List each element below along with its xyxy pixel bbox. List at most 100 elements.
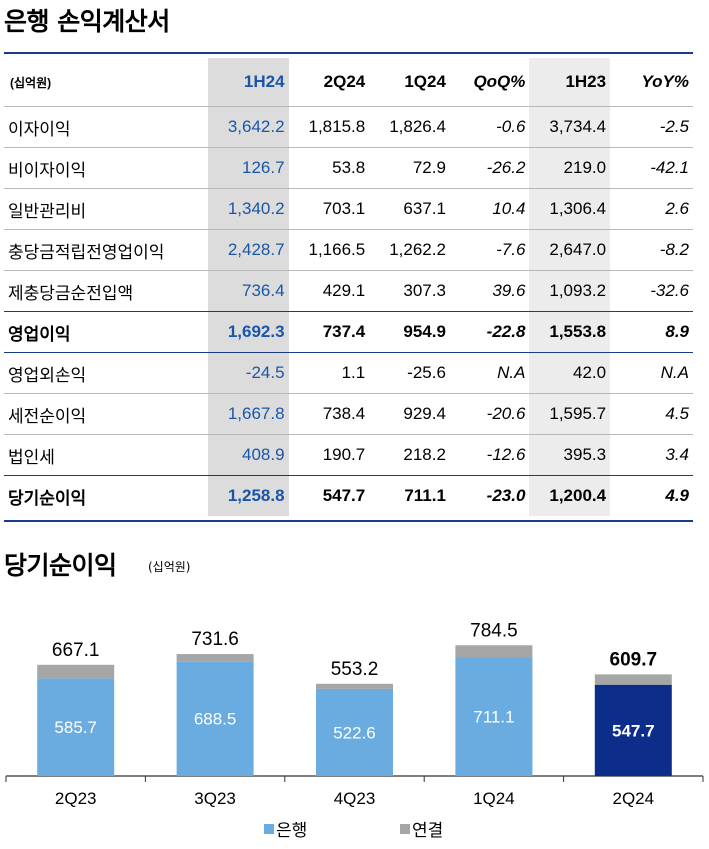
table-row: 세전순이익 1,667.8 738.4 929.4 -20.6 1,595.7 4.5 [4, 393, 693, 435]
cell-1h24: 3,642.2 [207, 106, 289, 148]
bank-value-label: 688.5 [194, 710, 237, 729]
cell-1h24: 1,692.3 [207, 311, 289, 353]
bank-value-label: 547.7 [612, 721, 655, 740]
cell-2q24: 547.7 [322, 486, 366, 505]
cell-qoq-pct: -22.8 [486, 322, 526, 341]
cell-1h23: 219.0 [529, 147, 611, 189]
cell-1h23: 3,734.4 [529, 106, 611, 148]
cell-1q24: 1,826.4 [389, 117, 446, 136]
row-label: 세전순이익 [8, 406, 87, 427]
cell-1q24: 637.1 [403, 199, 446, 218]
legend-swatch-consolidated [400, 823, 410, 834]
cell-1h24: 1,340.2 [207, 188, 289, 230]
row-label: 영업이익 [8, 324, 71, 345]
cell-yoy-pct: 3.4 [665, 445, 689, 464]
cell-yoy-pct: N.A [660, 363, 689, 382]
bar-consolidated-3Q23 [176, 654, 254, 662]
row-label: 충당금적립전영업이익 [8, 242, 165, 263]
cell-qoq-pct: -26.2 [486, 158, 526, 177]
cell-qoq-pct: -0.6 [496, 117, 526, 136]
col-header-qoq: QoQ% [473, 72, 526, 91]
cell-yoy-pct: 4.9 [665, 486, 689, 505]
cell-qoq-pct: -20.6 [486, 404, 526, 423]
legend-item-bank: 은행 [264, 816, 307, 841]
chart-section-title: 당기순이익 [4, 551, 117, 580]
bar-bank-3Q23 [176, 661, 254, 776]
bar-consolidated-2Q23 [37, 664, 115, 679]
x-tick-label: 2Q24 [613, 789, 655, 808]
cell-2q24: 190.7 [322, 445, 366, 464]
cell-yoy-pct: 4.5 [665, 404, 689, 423]
x-tick-label: 1Q24 [473, 789, 515, 808]
income-statement-table: (십억원) 1H24 2Q24 1Q24 QoQ% 1H23 YoY% 이자이익… [4, 58, 693, 516]
total-value-label: 553.2 [331, 659, 379, 680]
cell-2q24: 1,166.5 [308, 240, 366, 259]
table-bottom-rule [4, 520, 693, 522]
table-header-row: (십억원) 1H24 2Q24 1Q24 QoQ% 1H23 YoY% [4, 58, 693, 107]
legend-item-consolidated: 연결 [400, 816, 443, 841]
table-body: 이자이익 3,642.2 1,815.8 1,826.4 -0.6 3,734.4 -2.5… [4, 106, 693, 516]
cell-1h23: 395.3 [529, 434, 611, 476]
table-row: 당기순이익 1,258.8 547.7 711.1 -23.0 1,200.4 4.9 [4, 475, 693, 516]
row-label: 이자이익 [8, 119, 71, 140]
bank-value-label: 585.7 [54, 718, 97, 737]
cell-2q24: 1.1 [341, 363, 366, 382]
bar-consolidated-4Q23 [316, 683, 393, 689]
legend-label-consolidated: 연결 [412, 821, 444, 841]
legend-swatch-bank [264, 823, 274, 834]
cell-1q24: 218.2 [403, 445, 446, 464]
cell-qoq-pct: N.A [497, 363, 526, 382]
table-row: 법인세 408.9 190.7 218.2 -12.6 395.3 3.4 [4, 434, 693, 476]
table-row: 일반관리비 1,340.2 703.1 637.1 10.4 1,306.4 2.6 [4, 188, 693, 230]
cell-2q24: 738.4 [322, 404, 366, 423]
col-header-yoy: YoY% [641, 72, 689, 91]
col-header-2q24: 2Q24 [323, 72, 366, 91]
table-row: 비이자이익 126.7 53.8 72.9 -26.2 219.0 -42.1 [4, 147, 693, 189]
cell-1h23: 2,647.0 [529, 229, 611, 271]
row-label: 당기순이익 [8, 488, 87, 509]
cell-1h23: 42.0 [529, 352, 611, 394]
cell-1h24: 1,667.8 [207, 393, 289, 435]
total-value-label: 784.5 [470, 620, 518, 641]
bar-bank-4Q23 [316, 688, 393, 776]
bank-value-label: 711.1 [473, 708, 514, 727]
cell-1q24: 1,262.2 [389, 240, 446, 259]
chart-unit-label: (십억원) [148, 560, 191, 574]
col-header-1h23: 1H23 [529, 58, 611, 107]
row-label: 일반관리비 [8, 201, 87, 222]
x-tick-label: 2Q23 [55, 789, 97, 808]
row-label: 제충당금순전입액 [8, 283, 134, 304]
cell-1q24: 711.1 [404, 486, 446, 505]
unit-label: (십억원) [10, 75, 52, 90]
cell-1h23: 1,306.4 [529, 188, 611, 230]
x-tick-label: 4Q23 [334, 789, 376, 808]
cell-1h23: 1,553.8 [529, 311, 611, 353]
total-value-label: 667.1 [52, 640, 100, 661]
cell-1q24: -25.6 [407, 363, 446, 382]
cell-2q24: 1,815.8 [308, 117, 366, 136]
cell-1h24: 736.4 [207, 270, 289, 312]
cell-yoy-pct: -32.6 [650, 281, 689, 300]
legend-label-bank: 은행 [276, 821, 308, 841]
bank-value-label: 522.6 [333, 723, 376, 742]
row-label: 비이자이익 [8, 160, 87, 181]
cell-1h24: 408.9 [207, 434, 289, 476]
cell-qoq-pct: -7.6 [496, 240, 526, 259]
cell-1q24: 929.4 [403, 404, 446, 423]
col-header-1q24: 1Q24 [404, 72, 446, 91]
cell-yoy-pct: -8.2 [659, 240, 689, 259]
total-value-label: 609.7 [610, 649, 658, 670]
cell-1h23: 1,200.4 [529, 475, 611, 516]
cell-1q24: 72.9 [412, 158, 446, 177]
cell-yoy-pct: -42.1 [650, 158, 689, 177]
cell-qoq-pct: 10.4 [492, 199, 526, 218]
cell-1h24: 2,428.7 [207, 229, 289, 271]
cell-1q24: 307.3 [403, 281, 446, 300]
row-label: 영업외손익 [8, 365, 87, 386]
total-value-label: 731.6 [191, 629, 239, 650]
cell-2q24: 429.1 [322, 281, 366, 300]
cell-1q24: 954.9 [403, 322, 446, 341]
table-row: 영업외손익 -24.5 1.1 -25.6 N.A 42.0 N.A [4, 352, 693, 394]
x-tick-label: 3Q23 [194, 789, 236, 808]
table-row: 영업이익 1,692.3 737.4 954.9 -22.8 1,553.8 8.9 [4, 311, 693, 353]
